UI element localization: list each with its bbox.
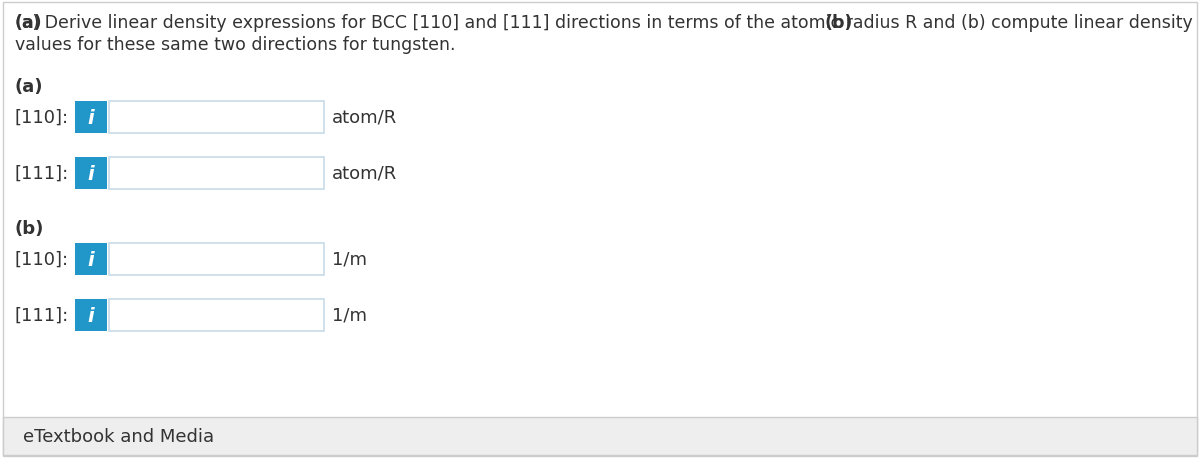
FancyBboxPatch shape <box>74 299 107 331</box>
Text: (b): (b) <box>826 14 853 32</box>
Text: (b): (b) <box>14 219 44 237</box>
Text: 1/m: 1/m <box>332 251 367 269</box>
Text: eTextbook and Media: eTextbook and Media <box>23 427 214 445</box>
FancyBboxPatch shape <box>74 102 107 134</box>
Text: atom/R: atom/R <box>332 165 397 183</box>
Text: 1/m: 1/m <box>332 306 367 325</box>
FancyBboxPatch shape <box>2 417 1198 455</box>
FancyBboxPatch shape <box>109 102 324 134</box>
Text: i: i <box>88 250 95 269</box>
Text: i: i <box>88 108 95 127</box>
FancyBboxPatch shape <box>2 3 1198 456</box>
FancyBboxPatch shape <box>109 157 324 190</box>
Text: [111]:: [111]: <box>14 165 70 183</box>
FancyBboxPatch shape <box>74 243 107 275</box>
Text: atom/R: atom/R <box>332 109 397 127</box>
Text: (a): (a) <box>14 78 43 96</box>
Text: i: i <box>88 164 95 183</box>
Text: [111]:: [111]: <box>14 306 70 325</box>
Text: (a) Derive linear density expressions for BCC [110] and [111] directions in term: (a) Derive linear density expressions fo… <box>14 14 1193 32</box>
Text: i: i <box>88 306 95 325</box>
Text: values for these same two directions for tungsten.: values for these same two directions for… <box>14 36 456 54</box>
Text: [110]:: [110]: <box>14 251 70 269</box>
Text: [110]:: [110]: <box>14 109 70 127</box>
Text: (a): (a) <box>14 14 43 32</box>
FancyBboxPatch shape <box>109 299 324 331</box>
FancyBboxPatch shape <box>74 157 107 190</box>
FancyBboxPatch shape <box>109 243 324 275</box>
